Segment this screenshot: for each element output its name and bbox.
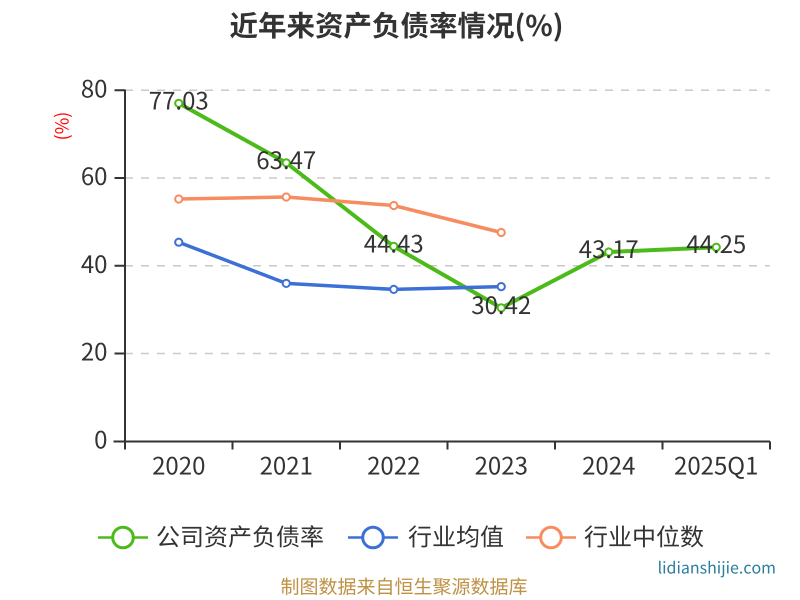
svg-text:44.25: 44.25 xyxy=(686,225,746,260)
svg-text:行业中位数: 行业中位数 xyxy=(584,518,704,553)
svg-text:80: 80 xyxy=(81,69,108,104)
svg-text:43.17: 43.17 xyxy=(579,230,639,265)
svg-text:2024: 2024 xyxy=(582,447,635,482)
svg-text:40: 40 xyxy=(81,245,108,280)
svg-text:0: 0 xyxy=(94,421,107,456)
svg-text:制图数据来自恒生聚源数据库: 制图数据来自恒生聚源数据库 xyxy=(280,573,527,600)
svg-text:2025Q1: 2025Q1 xyxy=(674,447,758,482)
svg-text:2021: 2021 xyxy=(260,447,313,482)
svg-text:2023: 2023 xyxy=(475,447,528,482)
svg-text:2022: 2022 xyxy=(367,447,420,482)
svg-text:77.03: 77.03 xyxy=(149,81,209,116)
svg-text:20: 20 xyxy=(81,333,108,368)
svg-text:lidianshijie.com: lidianshijie.com xyxy=(658,555,776,579)
svg-text:行业均值: 行业均值 xyxy=(408,518,504,553)
svg-text:2020: 2020 xyxy=(152,447,205,482)
svg-text:63.47: 63.47 xyxy=(256,141,316,176)
svg-text:30.42: 30.42 xyxy=(471,286,531,321)
svg-text:(%): (%) xyxy=(49,112,75,141)
svg-text:60: 60 xyxy=(81,157,108,192)
svg-text:公司资产负债率: 公司资产负债率 xyxy=(156,518,324,553)
svg-text:近年来资产负债率情况(%): 近年来资产负债率情况(%) xyxy=(230,4,564,45)
svg-text:44.43: 44.43 xyxy=(364,224,424,259)
